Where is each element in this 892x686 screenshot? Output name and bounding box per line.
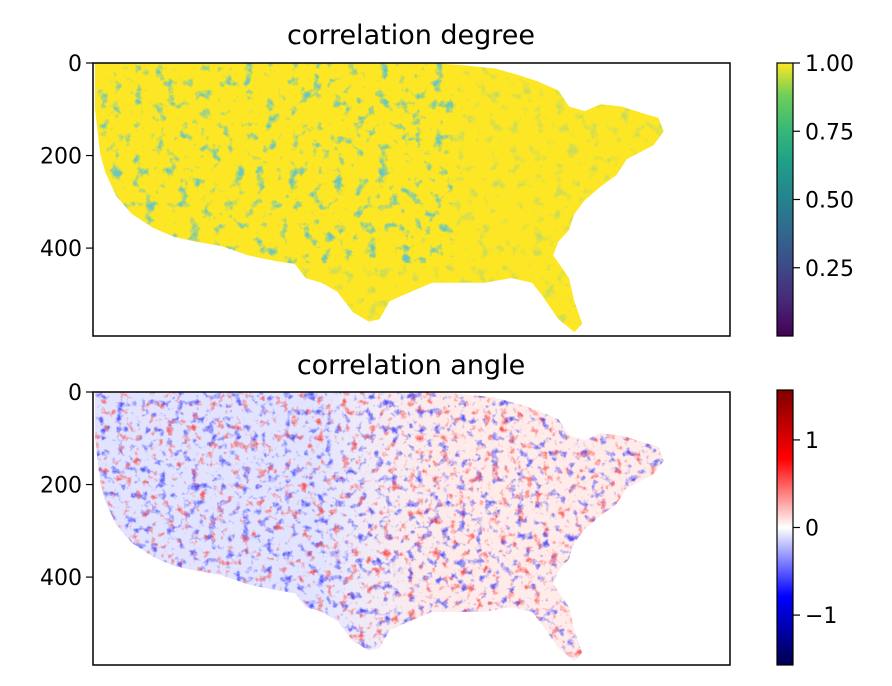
chart-title: correlation angle [297, 350, 525, 381]
colorbar-tick-label: 0 [805, 517, 819, 542]
y-tick-label: 0 [68, 381, 82, 406]
y-axis: 0 200 400 [40, 381, 93, 591]
y-tick-label: 200 [40, 145, 82, 170]
colorbar-tick-label: 0.25 [805, 257, 854, 282]
y-tick-label: 200 [40, 474, 82, 499]
colorbar-tick-label: 0.50 [805, 189, 854, 214]
y-tick-label: 0 [68, 52, 82, 77]
panel-correlation-degree: correlation degree 0 200 400 1.00 0.75 0.50 0… [40, 20, 854, 337]
colorbar-ticks: 1 0 −1 [793, 429, 837, 629]
colorbar [776, 389, 794, 666]
chart-title: correlation degree [287, 20, 535, 51]
colorbar-tick-label: 0.75 [805, 120, 854, 145]
colorbar [776, 62, 794, 337]
colorbar-ticks: 1.00 0.75 0.50 0.25 [793, 52, 854, 282]
colorbar-tick-label: −1 [805, 604, 837, 629]
axes-frame [92, 391, 731, 666]
colorbar-tick-label: 1.00 [805, 52, 854, 77]
heatmap-image [95, 63, 664, 333]
y-tick-label: 400 [40, 237, 82, 262]
colorbar-tick-label: 1 [805, 429, 819, 454]
y-axis: 0 200 400 [40, 52, 93, 262]
panel-correlation-angle: correlation angle 0 200 400 1 0 −1 [40, 350, 837, 666]
y-tick-label: 400 [40, 566, 82, 591]
axes-frame [92, 62, 731, 337]
